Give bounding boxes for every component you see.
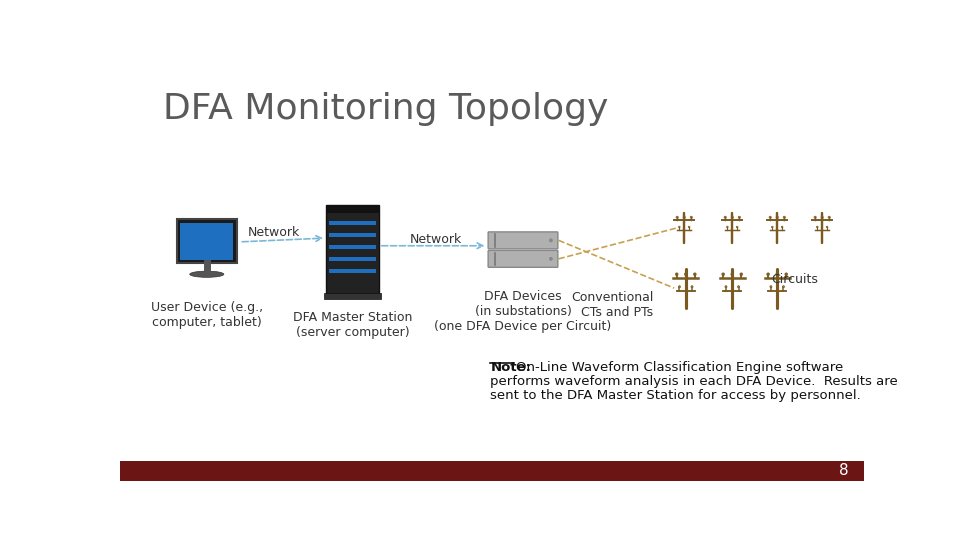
Text: Conventional
CTs and PTs: Conventional CTs and PTs [571,291,653,319]
Circle shape [782,286,784,288]
Text: DFA Monitoring Topology: DFA Monitoring Topology [162,92,608,126]
Bar [329,257,375,261]
FancyBboxPatch shape [488,251,558,267]
Circle shape [827,226,828,228]
Circle shape [693,273,696,275]
Circle shape [769,216,771,218]
Bar [180,222,233,260]
Ellipse shape [190,271,224,278]
Circle shape [732,216,733,218]
Circle shape [738,216,740,218]
Circle shape [770,286,772,288]
Bar [177,219,237,264]
Bar [324,293,381,299]
Circle shape [684,216,685,218]
Circle shape [549,257,553,261]
Circle shape [781,226,783,228]
Circle shape [821,216,824,218]
Text: performs waveform analysis in each DFA Device.  Results are: performs waveform analysis in each DFA D… [491,375,899,388]
Circle shape [725,286,727,288]
Circle shape [828,216,830,218]
Circle shape [740,273,743,275]
Circle shape [767,273,770,275]
Bar [329,269,375,273]
Text: 8: 8 [839,463,849,478]
Text: DFA Devices
(in substations)
(one DFA Device per Circuit): DFA Devices (in substations) (one DFA De… [434,289,612,333]
Bar [120,461,864,481]
Bar [326,205,379,294]
Circle shape [675,273,678,275]
Circle shape [776,216,779,218]
Text: sent to the DFA Master Station for access by personnel.: sent to the DFA Master Station for acces… [491,389,861,402]
Circle shape [679,226,680,228]
Circle shape [783,216,785,218]
Circle shape [737,286,739,288]
Circle shape [676,216,678,218]
Text: Circuits: Circuits [771,273,818,286]
Circle shape [688,226,690,228]
Bar [329,221,375,225]
Circle shape [772,226,773,228]
Text: DFA Master Station
(server computer): DFA Master Station (server computer) [293,311,412,339]
Circle shape [691,286,693,288]
Circle shape [814,216,816,218]
Text: On-Line Waveform Classification Engine software: On-Line Waveform Classification Engine s… [516,361,843,374]
Text: Network: Network [410,233,463,246]
Text: Network: Network [248,226,300,239]
Circle shape [679,286,681,288]
Circle shape [776,273,779,275]
Bar [329,233,375,237]
Text: Note:: Note: [491,361,532,374]
Circle shape [722,273,725,275]
Circle shape [731,273,733,275]
Circle shape [785,273,787,275]
Circle shape [727,226,729,228]
Circle shape [549,239,553,242]
Bar [326,205,379,213]
Bar [329,245,375,249]
Circle shape [736,226,738,228]
FancyBboxPatch shape [488,232,558,249]
Circle shape [690,216,692,218]
Circle shape [816,226,818,228]
Circle shape [684,273,687,275]
Circle shape [724,216,727,218]
Text: User Device (e.g.,
computer, tablet): User Device (e.g., computer, tablet) [151,301,263,329]
